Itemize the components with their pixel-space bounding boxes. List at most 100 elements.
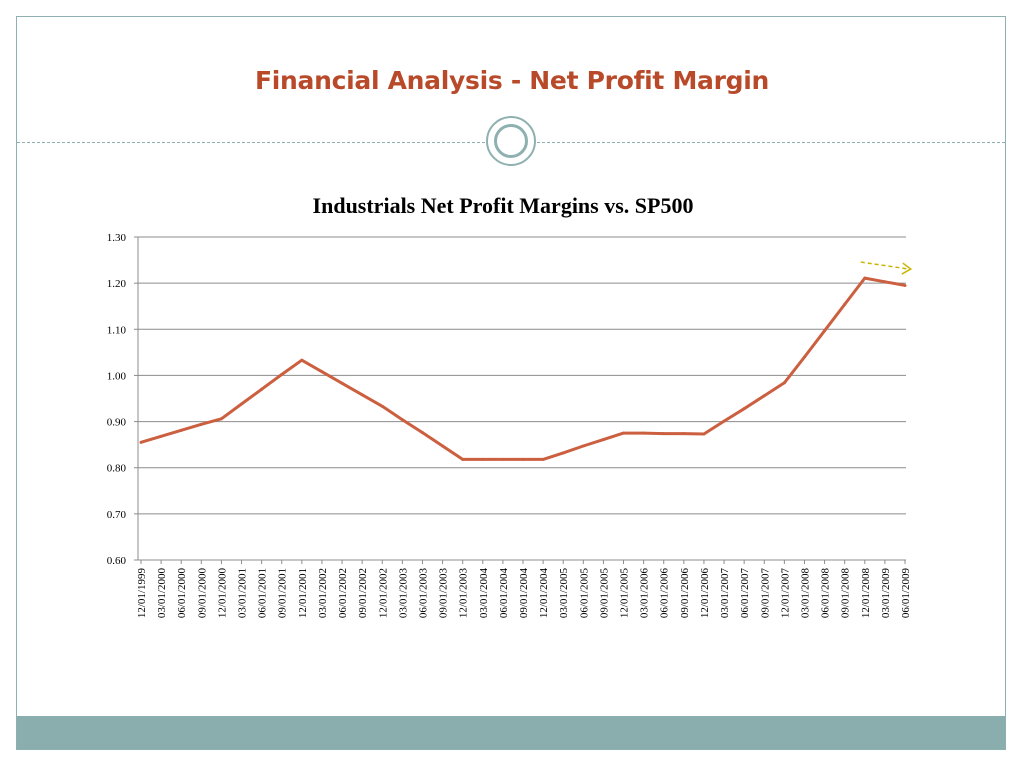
- x-tick-label: 03/01/2007: [719, 568, 731, 619]
- x-tick-label: 06/01/2008: [820, 568, 832, 619]
- data-point: [702, 432, 706, 436]
- data-point: [199, 422, 203, 426]
- x-tick-label: 12/01/2007: [779, 568, 791, 619]
- x-tick-label: 03/01/2002: [317, 568, 329, 618]
- data-point: [541, 457, 545, 461]
- data-point: [139, 440, 143, 444]
- x-tick-label: 12/01/2003: [458, 568, 470, 619]
- trend-arrow-head-icon: [901, 262, 913, 275]
- y-tick-label: 1.20: [107, 278, 127, 290]
- x-tick-label: 12/01/2000: [216, 568, 228, 619]
- y-tick-label: 0.70: [107, 509, 127, 521]
- divider-ring-ornament: [486, 116, 536, 166]
- x-tick-label: 12/01/2002: [377, 568, 389, 618]
- slide-title: Financial Analysis - Net Profit Margin: [254, 66, 770, 95]
- x-tick-label: 09/01/2001: [277, 568, 289, 618]
- trend-arrow-shaft: [860, 261, 909, 270]
- data-point: [420, 431, 424, 435]
- x-tick-labels: 12/01/1999 03/01/2000 06/01/2000 09/01/2000…: [136, 568, 912, 619]
- x-tick-label: 09/01/2007: [759, 568, 771, 619]
- data-point: [642, 431, 646, 435]
- data-point: [501, 457, 505, 461]
- x-tick-label: 06/01/2004: [498, 568, 510, 619]
- data-point: [380, 404, 384, 408]
- series-line: [140, 276, 906, 461]
- data-point: [903, 283, 907, 287]
- x-tick-label: 12/01/2001: [297, 568, 309, 618]
- x-tick-label: 06/01/2005: [578, 568, 590, 619]
- y-tick-label: 0.90: [107, 417, 127, 429]
- x-tick-label: 12/01/2004: [538, 568, 550, 619]
- data-point: [300, 358, 304, 362]
- data-point: [722, 419, 726, 423]
- x-tick-label: 06/01/2000: [176, 568, 188, 619]
- y-tick-label: 1.30: [107, 232, 127, 244]
- data-point: [481, 457, 485, 461]
- x-tick-label: 03/01/2000: [156, 568, 168, 619]
- data-point: [782, 381, 786, 385]
- x-tick-label: 12/01/2006: [699, 568, 711, 619]
- x-tick-label: 03/01/2003: [397, 568, 409, 619]
- x-tick-label: 03/01/2005: [558, 568, 570, 619]
- y-tick-label: 1.00: [107, 370, 127, 382]
- x-tick-label: 03/01/2009: [880, 568, 892, 619]
- data-point: [400, 418, 404, 422]
- x-tick-label: 03/01/2001: [237, 568, 249, 618]
- data-point: [260, 387, 264, 391]
- x-tick-label: 09/01/2002: [357, 568, 369, 618]
- data-point: [823, 329, 827, 333]
- x-tick-label: 06/01/2002: [337, 568, 349, 618]
- gridlines: [138, 236, 906, 515]
- x-tick-label: 03/01/2006: [639, 568, 651, 619]
- x-tick-label: 09/01/2003: [438, 568, 450, 619]
- x-tick-label: 12/01/2008: [860, 568, 872, 619]
- y-tick-label: 0.60: [107, 555, 127, 567]
- series-layer: [139, 276, 907, 461]
- data-point: [219, 417, 223, 421]
- footer-band: [17, 716, 1005, 749]
- data-point: [843, 302, 847, 306]
- x-tick-label: 12/01/2005: [619, 568, 631, 619]
- data-point: [179, 428, 183, 432]
- data-point: [280, 373, 284, 377]
- x-tick-label: 09/01/2004: [518, 568, 530, 619]
- x-tick-label: 06/01/2001: [257, 568, 269, 618]
- y-tick-labels: 0.60 0.70 0.80 0.90 1.00 1.10 1.20 1.30: [107, 232, 127, 567]
- x-tick-label: 12/01/1999: [136, 568, 148, 619]
- x-tick-label: 09/01/2005: [598, 568, 610, 619]
- x-tick-label: 09/01/2006: [679, 568, 691, 619]
- annotation-layer: [860, 261, 913, 275]
- x-tick-label: 09/01/2008: [840, 568, 852, 619]
- x-tick-label: 06/01/2007: [739, 568, 751, 619]
- x-tick-label: 03/01/2008: [799, 568, 811, 619]
- x-tick-label: 06/01/2006: [659, 568, 671, 619]
- data-point: [240, 402, 244, 406]
- data-point: [883, 280, 887, 284]
- data-point: [461, 457, 465, 461]
- data-point: [802, 355, 806, 359]
- y-tick-label: 1.10: [107, 324, 127, 336]
- chart-title: Industrials Net Profit Margins vs. SP500: [313, 193, 694, 218]
- data-point: [581, 444, 585, 448]
- data-point: [320, 370, 324, 374]
- data-point: [863, 276, 867, 280]
- data-point: [340, 381, 344, 385]
- data-point: [742, 407, 746, 411]
- data-point: [682, 432, 686, 436]
- x-tick-label: 09/01/2000: [196, 568, 208, 619]
- x-tick-label: 06/01/2009: [900, 568, 912, 619]
- data-point: [662, 432, 666, 436]
- data-point: [561, 451, 565, 455]
- data-point: [159, 434, 163, 438]
- x-tick-label: 06/01/2003: [417, 568, 429, 619]
- data-point: [601, 438, 605, 442]
- data-point: [360, 393, 364, 397]
- axes: [134, 236, 906, 564]
- data-point: [521, 457, 525, 461]
- data-point: [762, 394, 766, 398]
- x-tick-label: 03/01/2004: [478, 568, 490, 619]
- data-point: [622, 431, 626, 435]
- divider-ring-inner: [494, 124, 528, 158]
- y-tick-label: 0.80: [107, 463, 127, 475]
